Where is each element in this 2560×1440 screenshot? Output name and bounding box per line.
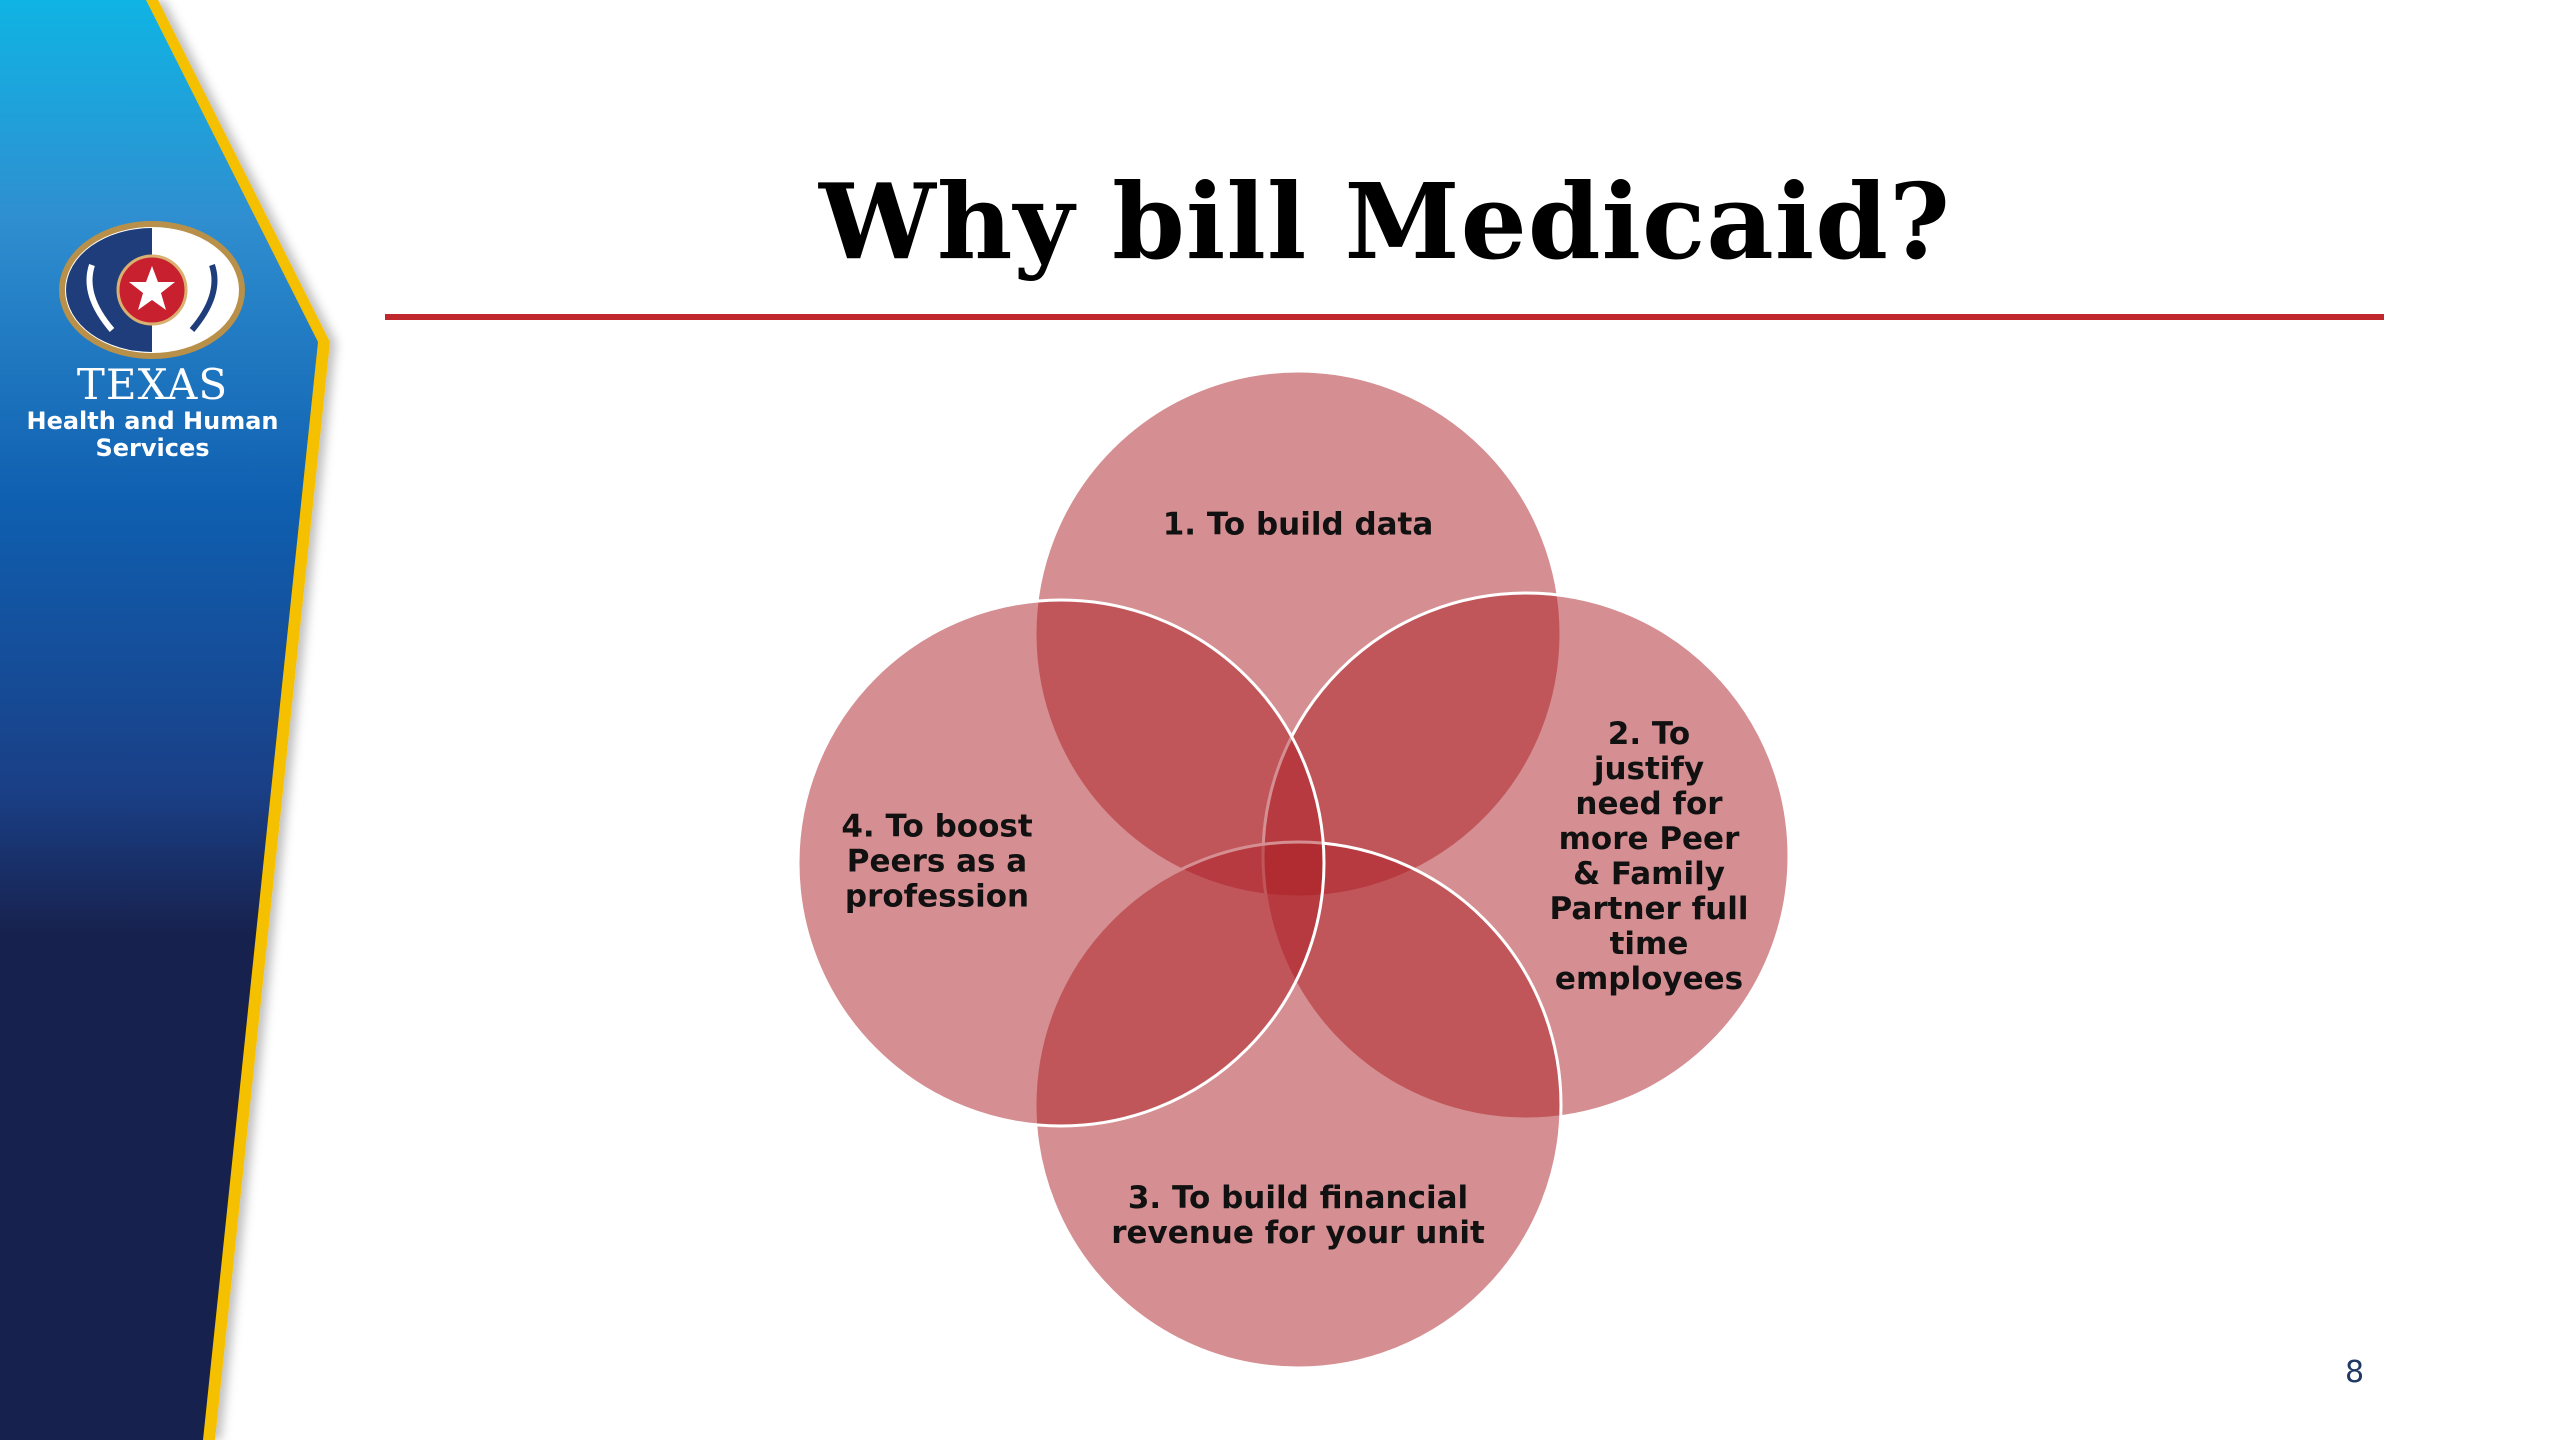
slide-title: Why bill Medicaid? [819, 160, 1951, 283]
label-line: need for [1575, 786, 1723, 822]
label-line: justify [1593, 751, 1705, 787]
label-line: & Family [1573, 856, 1725, 892]
label-line: time [1609, 926, 1689, 962]
venn-label-2: 2. To justify need for more Peer & Famil… [1550, 717, 1749, 997]
label-line: 2. To [1607, 716, 1691, 752]
label-line: profession [844, 878, 1030, 915]
label-line: Partner full [1549, 891, 1749, 927]
label-line: employees [1554, 961, 1744, 997]
label-line: more Peer [1558, 821, 1740, 857]
logo-line: Services [95, 434, 210, 462]
sidebar-banner [0, 0, 330, 1440]
logo-texas: TEXAS [76, 360, 229, 409]
logo-line: Health and Human [26, 407, 279, 435]
label-line: Peers as a [846, 843, 1028, 880]
logo-agency-name: Health and Human Services [0, 408, 305, 462]
venn-label-3: 3. To build financial revenue for your u… [1111, 1181, 1485, 1251]
label-line: 4. To boost [841, 808, 1033, 845]
texas-seal-icon [59, 221, 245, 359]
venn-circle-4 [796, 598, 1326, 1128]
page-number: 8 [2345, 1355, 2365, 1390]
label-line: 3. To build financial [1127, 1180, 1469, 1216]
label-line: revenue for your unit [1111, 1215, 1485, 1251]
venn-label-1: 1. To build data [1162, 506, 1434, 543]
title-divider [385, 314, 2384, 320]
venn-label-4: 4. To boost Peers as a profession [841, 808, 1033, 915]
